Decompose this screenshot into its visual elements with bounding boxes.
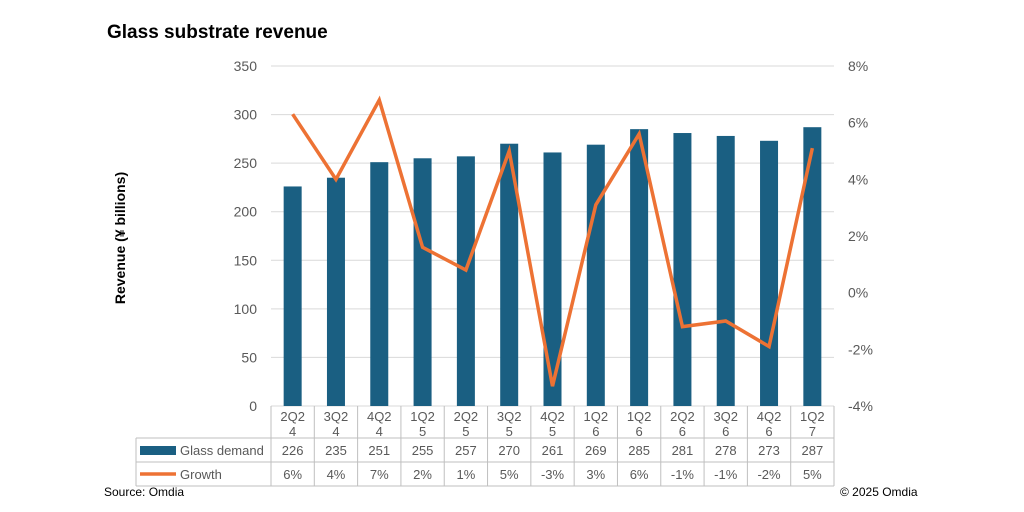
- data-label: 1%: [456, 467, 475, 482]
- data-label: 257: [455, 443, 477, 458]
- y-tick-label: 300: [234, 107, 258, 123]
- data-label: 2%: [413, 467, 432, 482]
- y2-tick-label: 2%: [848, 228, 868, 244]
- bar: [413, 158, 432, 406]
- y-tick-label: 150: [234, 252, 258, 268]
- x-tick-label: 1Q2: [410, 409, 435, 424]
- x-tick-label: 3Q2: [713, 409, 738, 424]
- x-tick-label: 6: [635, 424, 642, 439]
- x-tick-label: 5: [419, 424, 426, 439]
- bar: [586, 144, 605, 406]
- data-label: -1%: [671, 467, 695, 482]
- data-label: 235: [325, 443, 347, 458]
- x-tick-label: 6: [722, 424, 729, 439]
- data-label: 287: [801, 443, 823, 458]
- x-tick-label: 1Q2: [800, 409, 825, 424]
- data-label: 255: [412, 443, 434, 458]
- bar: [283, 186, 302, 406]
- x-tick-label: 6: [679, 424, 686, 439]
- data-label: 270: [498, 443, 520, 458]
- x-tick-label: 5: [506, 424, 513, 439]
- data-label: -3%: [541, 467, 565, 482]
- data-label: 5%: [500, 467, 519, 482]
- y-tick-label: 50: [241, 349, 257, 365]
- y-axis-label: Revenue (¥ billions): [112, 172, 128, 304]
- x-tick-label: 4: [289, 424, 296, 439]
- x-tick-label: 4Q2: [757, 409, 782, 424]
- x-tick-label: 2Q2: [280, 409, 305, 424]
- data-label: 261: [542, 443, 564, 458]
- chart-title: Glass substrate revenue: [107, 22, 328, 43]
- data-label: -1%: [714, 467, 738, 482]
- axes: 0 50 100 150 200 250 300 350 -4% -2% 0% 2% 4% 6% 8%: [234, 58, 873, 414]
- x-tick-label: 1Q2: [627, 409, 652, 424]
- x-tick-label: 7: [809, 424, 816, 439]
- x-tick-label: 4: [332, 424, 339, 439]
- data-label: 6%: [283, 467, 302, 482]
- bar: [803, 127, 822, 406]
- y-tick-label: 350: [234, 58, 258, 74]
- x-tick-label: 3Q2: [324, 409, 349, 424]
- x-tick-label: 4Q2: [540, 409, 565, 424]
- data-label: 273: [758, 443, 780, 458]
- y2-tick-label: -4%: [848, 398, 873, 414]
- x-tick-label: 3Q2: [497, 409, 522, 424]
- bar: [630, 129, 649, 406]
- bar: [456, 156, 475, 406]
- legend-key-bar: [140, 446, 176, 455]
- bar: [370, 162, 389, 406]
- legend-label: Glass demand: [180, 443, 264, 458]
- bar: [500, 143, 519, 406]
- copyright-note: © 2025 Omdia: [840, 485, 918, 499]
- bar: [543, 152, 562, 406]
- data-label: 226: [282, 443, 304, 458]
- data-label: 7%: [370, 467, 389, 482]
- data-label: 5%: [803, 467, 822, 482]
- y-tick-label: 100: [234, 301, 258, 317]
- legend-label: Growth: [180, 467, 222, 482]
- data-label: 269: [585, 443, 607, 458]
- y2-tick-label: 6%: [848, 115, 868, 131]
- x-tick-label: 6: [592, 424, 599, 439]
- data-label: -2%: [757, 467, 781, 482]
- y-tick-label: 0: [249, 398, 257, 414]
- data-table: 2Q243Q244Q241Q252Q253Q254Q251Q261Q262Q26…: [135, 406, 835, 487]
- y2-tick-label: -2%: [848, 341, 873, 357]
- x-tick-label: 2Q2: [670, 409, 695, 424]
- y2-tick-label: 0%: [848, 285, 868, 301]
- bar: [326, 177, 345, 406]
- data-label: 281: [672, 443, 694, 458]
- x-tick-label: 2Q2: [454, 409, 479, 424]
- bar-series: [283, 127, 822, 407]
- x-tick-label: 5: [462, 424, 469, 439]
- line-series: [291, 95, 815, 387]
- y2-tick-label: 8%: [848, 58, 868, 74]
- x-tick-label: 4: [376, 424, 383, 439]
- data-label: 285: [628, 443, 650, 458]
- bar: [760, 140, 779, 407]
- data-label: 251: [368, 443, 390, 458]
- data-label: 4%: [327, 467, 346, 482]
- x-tick-label: 1Q2: [584, 409, 609, 424]
- y-tick-label: 250: [234, 155, 258, 171]
- bar: [673, 133, 692, 406]
- source-note: Source: Omdia: [104, 485, 185, 499]
- bar: [716, 135, 735, 406]
- x-tick-label: 4Q2: [367, 409, 392, 424]
- x-tick-label: 6: [765, 424, 772, 439]
- x-tick-label: 5: [549, 424, 556, 439]
- data-label: 6%: [630, 467, 649, 482]
- y2-tick-label: 4%: [848, 171, 868, 187]
- y-tick-label: 200: [234, 204, 258, 220]
- data-label: 278: [715, 443, 737, 458]
- data-label: 3%: [586, 467, 605, 482]
